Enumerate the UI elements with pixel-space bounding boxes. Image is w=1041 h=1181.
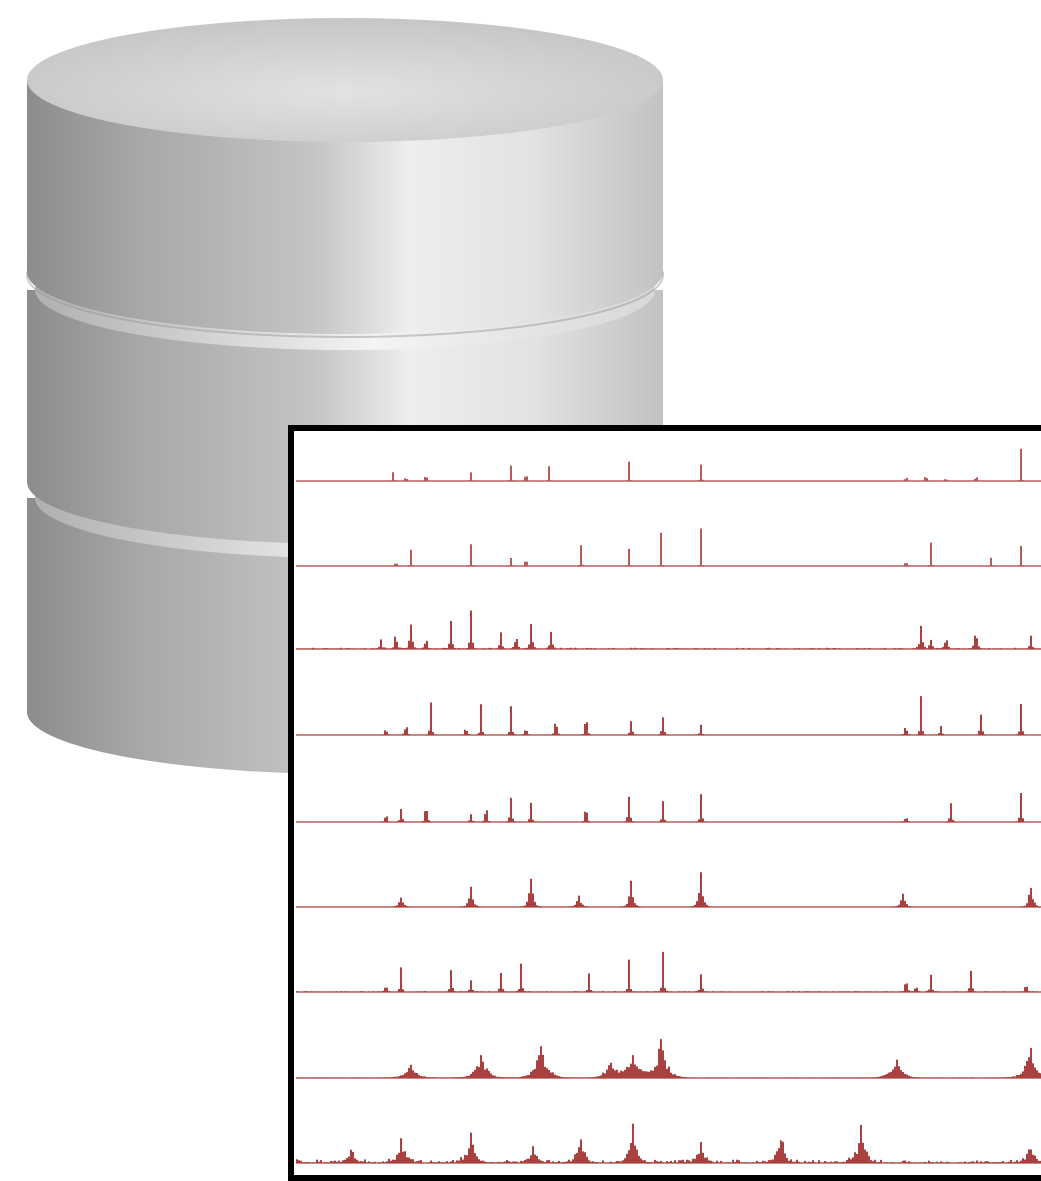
disk-top [27, 18, 663, 142]
illustration [0, 0, 1041, 1181]
track-panel [291, 428, 1041, 1178]
page: {} [0, 0, 1041, 1181]
